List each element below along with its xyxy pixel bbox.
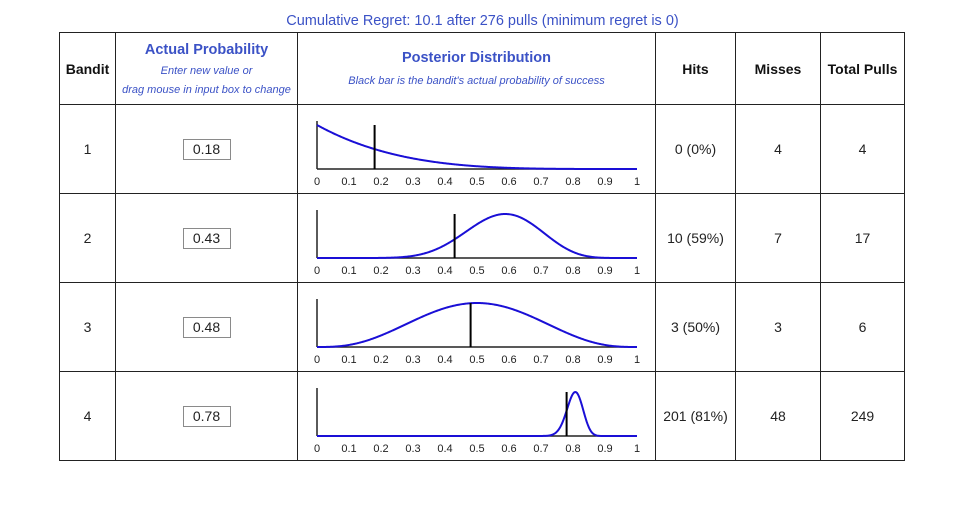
x-tick-label: 0.7 [533,176,548,188]
x-tick-label: 0 [314,265,320,277]
bandit-number: 2 [59,193,116,283]
x-tick-label: 0.5 [469,443,484,455]
x-tick-label: 0.3 [405,443,420,455]
x-tick-label: 0.8 [565,176,580,188]
misses-cell: 7 [735,193,821,283]
x-tick-label: 1 [634,443,640,455]
x-tick-label: 0.3 [405,354,420,366]
posterior-chart: 0 0.1 0.2 0.3 0.4 0.5 0.6 0.7 0.8 0.9 1 [314,121,640,188]
x-tick-label: 0.6 [501,443,516,455]
total-pulls-cell: 17 [820,193,905,283]
posterior-cell: 0 0.1 0.2 0.3 0.4 0.5 0.6 0.7 0.8 0.9 1 [297,104,656,194]
hits-cell: 3 (50%) [655,282,736,372]
posterior-chart: 0 0.1 0.2 0.3 0.4 0.5 0.6 0.7 0.8 0.9 1 [314,210,640,277]
x-tick-label: 0.8 [565,354,580,366]
bandit-number: 1 [59,104,116,194]
x-tick-label: 0 [314,354,320,366]
probability-input[interactable] [182,405,231,427]
posterior-chart: 0 0.1 0.2 0.3 0.4 0.5 0.6 0.7 0.8 0.9 1 [314,388,640,455]
bandit-row: 2 0 0.1 0.2 0.3 0.4 0.5 0.6 0.7 0.8 0.9 1 10 (59%)… [59,193,905,283]
header-row: Bandit Actual Probability Enter new valu… [59,32,905,105]
hits-cell: 0 (0%) [655,104,736,194]
x-tick-label: 0.6 [501,354,516,366]
x-tick-label: 0.1 [341,176,356,188]
probability-input[interactable] [182,227,231,249]
x-tick-label: 0.1 [341,443,356,455]
header-actual-probability-title: Actual Probability [144,41,269,58]
bandit-row: 1 0 0.1 0.2 0.3 0.4 0.5 0.6 0.7 0.8 0.9 1 0 (0%) 4… [59,104,905,194]
bandit-number: 4 [59,371,116,461]
x-tick-label: 0.6 [501,265,516,277]
x-tick-label: 0.8 [565,443,580,455]
probability-input[interactable] [182,138,231,160]
header-bandit: Bandit [59,32,116,105]
header-actual-probability-hint1: Enter new value or [160,64,253,77]
posterior-chart: 0 0.1 0.2 0.3 0.4 0.5 0.6 0.7 0.8 0.9 1 [314,299,640,366]
header-posterior-title: Posterior Distribution [401,50,552,66]
x-tick-label: 0.5 [469,265,484,277]
cumulative-regret: Cumulative Regret: 10.1 after 276 pulls … [286,13,679,29]
x-tick-label: 0.8 [565,265,580,277]
x-tick-label: 0.7 [533,265,548,277]
bandit-table: Bandit Actual Probability Enter new valu… [59,32,905,461]
x-tick-label: 0.7 [533,443,548,455]
x-tick-label: 0.4 [437,354,452,366]
header-misses: Misses [735,32,821,105]
hits-cell: 201 (81%) [655,371,736,461]
x-tick-label: 0.2 [373,265,388,277]
x-tick-label: 0.5 [469,354,484,366]
x-tick-label: 0.4 [437,265,452,277]
x-tick-label: 0.9 [597,176,612,188]
hits-cell: 10 (59%) [655,193,736,283]
header-hits: Hits [655,32,736,105]
x-tick-label: 1 [634,354,640,366]
x-tick-label: 0.4 [437,176,452,188]
x-tick-label: 0.3 [405,176,420,188]
x-tick-label: 0.9 [597,265,612,277]
x-tick-label: 0.2 [373,354,388,366]
x-tick-label: 0.9 [597,443,612,455]
x-tick-label: 1 [634,265,640,277]
total-pulls-cell: 4 [820,104,905,194]
x-tick-label: 0.1 [341,354,356,366]
x-tick-label: 0.3 [405,265,420,277]
header-total-pulls: Total Pulls [820,32,905,105]
probability-cell [115,104,298,194]
x-tick-label: 0.9 [597,354,612,366]
probability-cell [115,282,298,372]
x-tick-label: 0.5 [469,176,484,188]
x-tick-label: 0.2 [373,443,388,455]
posterior-cell: 0 0.1 0.2 0.3 0.4 0.5 0.6 0.7 0.8 0.9 1 [297,193,656,283]
x-tick-label: 0.4 [437,443,452,455]
total-pulls-cell: 249 [820,371,905,461]
probability-input[interactable] [182,316,231,338]
posterior-curve [317,213,637,259]
x-tick-label: 0.6 [501,176,516,188]
header-actual-probability-hint2: drag mouse in input box to change [122,83,291,96]
x-tick-label: 0.7 [533,354,548,366]
posterior-curve [317,390,637,437]
bandit-row: 4 0 0.1 0.2 0.3 0.4 0.5 0.6 0.7 0.8 0.9 1 201 (81%… [59,371,905,461]
posterior-cell: 0 0.1 0.2 0.3 0.4 0.5 0.6 0.7 0.8 0.9 1 [297,371,656,461]
x-tick-label: 1 [634,176,640,188]
probability-cell [115,193,298,283]
header-actual-probability: Actual Probability Enter new value or dr… [115,32,298,105]
header-posterior-hint: Black bar is the bandit's actual probabi… [348,75,605,87]
misses-cell: 48 [735,371,821,461]
bandit-row: 3 00.10.20.30.40.50.60.70.80.91 3 (50%) … [59,282,905,372]
x-tick-label: 0 [314,176,320,188]
misses-cell: 4 [735,104,821,194]
bandit-number: 3 [59,282,116,372]
total-pulls-cell: 6 [820,282,905,372]
misses-cell: 3 [735,282,821,372]
x-tick-label: 0 [314,443,320,455]
posterior-curve [317,302,637,348]
posterior-cell: 0 0.1 0.2 0.3 0.4 0.5 0.6 0.7 0.8 0.9 1 [297,282,656,372]
posterior-curve [316,124,637,170]
probability-cell [115,371,298,461]
x-tick-label: 0.1 [341,265,356,277]
header-posterior: Posterior Distribution Black bar is the … [297,32,656,105]
x-tick-label: 0.2 [373,176,388,188]
